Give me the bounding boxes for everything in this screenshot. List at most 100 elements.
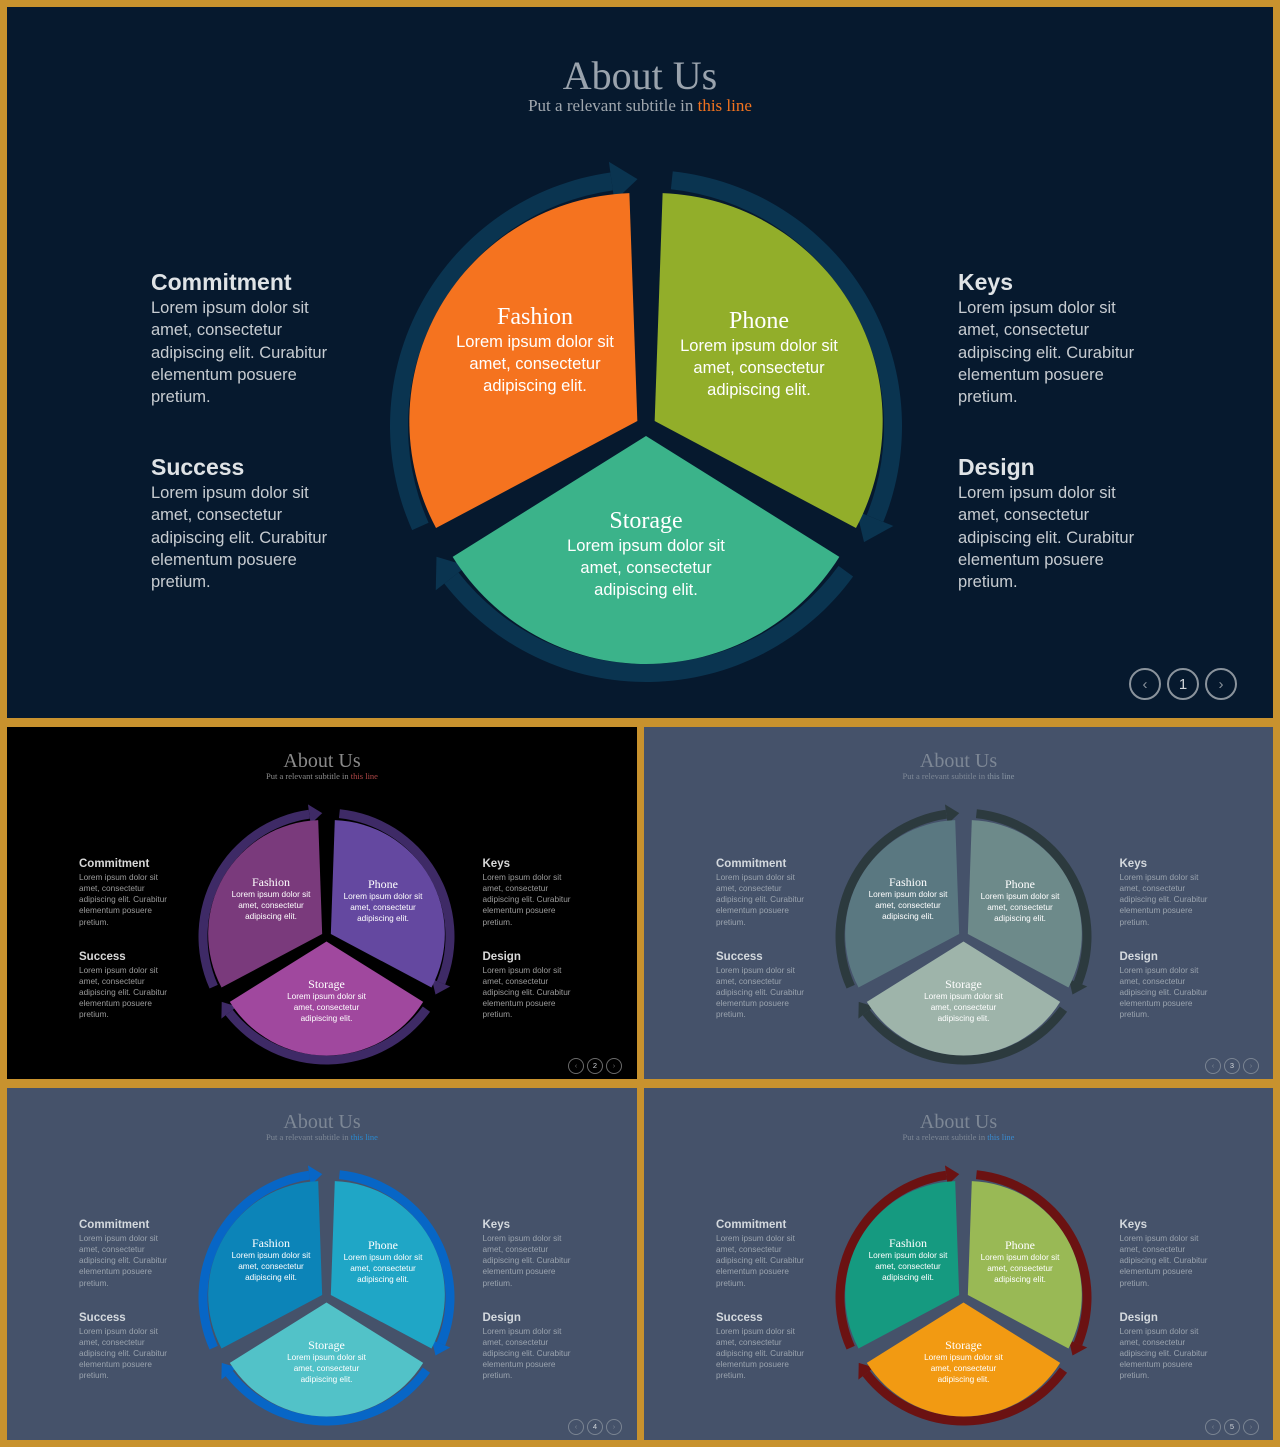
cycle-ring-arc [198,809,310,989]
page-number: 2 [587,1057,603,1074]
cycle-diagram [198,804,455,1065]
cycle-arrow-icon [608,161,638,202]
side-block-heading: Success [716,950,763,963]
cycle-arrow-icon [856,511,894,543]
side-block-keys: Keys Lorem ipsum dolor sit amet, consecte… [958,267,1138,408]
next-button[interactable]: › [606,1418,622,1435]
segment-shape [845,820,960,988]
prev-button[interactable]: ‹ [1129,668,1161,700]
side-block-keys: Keys Lorem ipsum dolor sit amet, consecte… [483,857,573,928]
segment-label-phone: Phone Lorem ipsum dolor sit amet, consect… [338,1238,428,1285]
cycle-ring-arc [835,1170,947,1350]
subtitle-text: Put a relevant subtitle in [528,96,698,115]
prev-button[interactable]: ‹ [1205,1057,1221,1074]
side-block-body: Lorem ipsum dolor sit amet, consectetur … [958,299,1135,407]
slide-navigation: ‹ 3 › [1205,1057,1262,1074]
side-block-body: Lorem ipsum dolor sit amet, consectetur … [79,1234,168,1288]
segment-label-storage: Storage Lorem ipsum dolor sit amet, conse… [282,1338,372,1385]
segment-text: Lorem ipsum dolor sit amet, consectetur … [343,1253,423,1284]
slide-warm: About Us Put a relevant subtitle in this … [644,1088,1273,1440]
side-block-commitment: Commitment Lorem ipsum dolor sit amet, co… [79,857,169,928]
prev-button[interactable]: ‹ [568,1418,584,1435]
slide-subtitle: Put a relevant subtitle in this line [7,1132,637,1143]
next-button[interactable]: › [1205,668,1237,700]
prev-button[interactable]: ‹ [1205,1418,1221,1435]
side-block-heading: Commitment [716,1219,787,1231]
side-block-success: Success Lorem ipsum dolor sit amet, conse… [716,950,806,1021]
side-block-success: Success Lorem ipsum dolor sit amet, conse… [716,1311,806,1382]
segment-text: Lorem ipsum dolor sit amet, consectetur … [980,1253,1060,1284]
side-block-heading: Keys [1119,1219,1148,1231]
side-block-body: Lorem ipsum dolor sit amet, consectetur … [958,484,1135,592]
side-block-heading: Design [958,454,1035,480]
side-block-body: Lorem ipsum dolor sit amet, consectetur … [482,1326,571,1381]
segment-shape [330,1181,445,1349]
cycle-segment-fashion [409,193,638,529]
segment-title: Fashion [251,1236,290,1250]
page-number: 1 [1167,668,1199,700]
cycle-ring-arc [975,809,1092,985]
cycle-segment-storage [452,436,840,664]
subtitle-text: Put a relevant subtitle in [266,1132,351,1142]
cycle-arrow-icon [307,804,323,825]
cycle-ring-arc [670,171,902,522]
side-block-body: Lorem ipsum dolor sit amet, consectetur … [716,965,805,1020]
side-block-heading: Design [1119,1311,1158,1324]
subtitle-text: Put a relevant subtitle in [902,771,988,781]
segment-shape [967,820,1082,988]
side-block-success: Success Lorem ipsum dolor sit amet, conse… [79,1311,169,1382]
segment-shape [452,436,840,664]
slide-subtitle: Put a relevant subtitle in this line [644,1132,1273,1143]
side-block-body: Lorem ipsum dolor sit amet, consectetur … [79,965,168,1020]
subtitle-highlight: this line [350,771,378,781]
subtitle-text: Put a relevant subtitle in [902,1132,988,1142]
side-block-heading: Success [79,1311,126,1324]
side-block-body: Lorem ipsum dolor sit amet, consectetur … [716,1326,805,1381]
slide-purple: About Us Put a relevant subtitle in this … [7,727,637,1079]
cycle-segment-phone [330,1181,445,1349]
cycle-ring-arc [225,1367,431,1426]
segment-title: Phone [368,877,398,891]
segment-shape [208,1181,323,1349]
slide-navigation: ‹ 4 › [568,1418,625,1435]
slide-title: About Us [562,53,718,98]
side-block-heading: Success [716,1311,763,1324]
cycle-segment-storage [229,941,424,1056]
segment-text: Lorem ipsum dolor sit amet, consectetur … [680,337,838,399]
segment-label-phone: Phone Lorem ipsum dolor sit amet, consect… [975,1238,1065,1285]
side-block-heading: Keys [482,1219,511,1231]
side-block-heading: Commitment [716,858,787,870]
prev-button[interactable]: ‹ [568,1057,584,1074]
cycle-ring-arc [338,809,455,985]
side-block-body: Lorem ipsum dolor sit amet, consectetur … [151,484,328,592]
page-number: 4 [587,1418,603,1435]
side-block-body: Lorem ipsum dolor sit amet, consectetur … [151,299,328,407]
side-block-heading: Commitment [79,1219,150,1231]
side-block-body: Lorem ipsum dolor sit amet, consectetur … [716,873,805,927]
segment-text: Lorem ipsum dolor sit amet, consectetur … [343,892,423,923]
cycle-ring-arc [390,172,613,531]
segment-shape [229,941,424,1056]
segment-shape [409,193,638,529]
slide-slate: About Us Put a relevant subtitle in this … [644,727,1273,1079]
segment-title: Storage [945,1338,982,1352]
segment-label-fashion: Fashion Lorem ipsum dolor sit amet, conse… [226,875,316,922]
cycle-segment-fashion [845,1181,960,1349]
next-button[interactable]: › [606,1057,622,1074]
slide-subtitle: Put a relevant subtitle in this line [644,771,1273,782]
cycle-arrow-icon [307,1165,323,1186]
side-block-body: Lorem ipsum dolor sit amet, consectetur … [716,1234,805,1288]
side-block-heading: Commitment [151,269,292,295]
side-block-commitment: Commitment Lorem ipsum dolor sit amet, co… [79,1218,169,1289]
side-block-heading: Design [482,1311,521,1324]
next-button[interactable]: › [1243,1057,1259,1074]
side-block-body: Lorem ipsum dolor sit amet, consectetur … [1119,965,1208,1020]
side-block-body: Lorem ipsum dolor sit amet, consectetur … [1119,1326,1208,1381]
side-block-success: Success Lorem ipsum dolor sit amet, conse… [151,452,331,593]
segment-title: Phone [1005,877,1035,891]
page-number: 3 [1224,1057,1240,1074]
slide-navigation: ‹ 2 › [568,1057,625,1074]
segment-shape [208,820,323,988]
next-button[interactable]: › [1243,1418,1259,1435]
segment-title: Fashion [496,304,573,330]
